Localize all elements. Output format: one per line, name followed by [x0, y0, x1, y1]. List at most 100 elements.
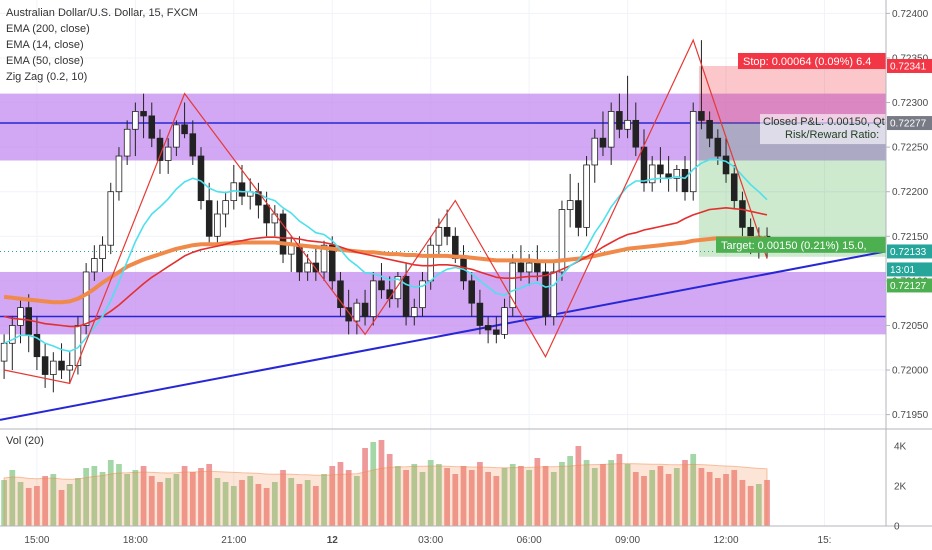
volume-bar	[288, 478, 295, 526]
candle-body	[320, 244, 328, 273]
candle-body	[648, 164, 656, 184]
volume-bar	[542, 466, 549, 526]
candle-body	[17, 307, 24, 326]
candle-body	[501, 307, 508, 335]
volume-bar	[714, 478, 721, 526]
price-tick-label: 0.72150	[892, 232, 929, 243]
volume-bar	[657, 466, 664, 526]
price-zone	[0, 93, 886, 161]
volume-bar	[624, 464, 631, 526]
volume-bar	[42, 476, 48, 526]
legend: Australian Dollar/U.S. Dollar, 15, FXCM E…	[6, 7, 198, 447]
candle-body	[517, 262, 525, 273]
volume-bar	[706, 472, 713, 526]
volume-bar	[419, 472, 426, 526]
stop-price-tag-box	[887, 58, 932, 73]
candle-body	[369, 280, 377, 317]
candle-body	[534, 262, 541, 273]
volume-bar	[17, 482, 24, 526]
pnl-box	[760, 114, 886, 145]
price-tick-label: 0.72400	[892, 9, 929, 20]
volume-bar	[91, 466, 98, 526]
time-tick-label: 15:00	[24, 535, 49, 546]
volume-bar	[739, 480, 746, 526]
volume-tick-label: 0	[894, 522, 900, 533]
candle-body	[509, 262, 517, 309]
volume-bar	[641, 476, 647, 526]
indicator-lines	[3, 38, 768, 385]
volume-bar	[378, 440, 385, 526]
candle-body	[722, 155, 730, 175]
volume-bar	[271, 482, 278, 526]
candle-body	[542, 271, 549, 317]
volume-bar	[353, 476, 360, 526]
volume-bar	[239, 480, 245, 526]
candle-body	[345, 307, 352, 322]
volume-bar	[616, 454, 623, 526]
candle-body	[107, 191, 115, 246]
closed-pnl-label: Closed P&L: 0.00150, Qt	[763, 116, 885, 128]
countdown-tag-box	[887, 262, 932, 277]
volume-bar	[280, 470, 286, 526]
current-price-tag-box	[887, 244, 932, 259]
volume-bar	[345, 470, 352, 526]
volume-bar	[649, 470, 656, 526]
countdown-tag: 13:01	[890, 265, 915, 276]
volume-bar	[386, 454, 393, 526]
volume-bar	[550, 472, 557, 526]
volume-bar	[698, 468, 705, 526]
volume-bar	[485, 472, 491, 526]
volume-bar	[501, 468, 508, 526]
price-tick-label: 0.72050	[892, 321, 929, 332]
trendline[interactable]	[0, 250, 887, 421]
candle-body	[484, 325, 492, 331]
volume-bar	[673, 468, 680, 526]
volume-bar	[99, 472, 106, 526]
candle-body	[599, 137, 607, 148]
volume-bar	[755, 484, 762, 526]
candle-body	[222, 200, 229, 215]
price-tick-label: 0.72350	[892, 53, 929, 64]
time-tick-label: 03:00	[418, 535, 443, 546]
volume-bar	[140, 466, 147, 526]
volume-bars	[1, 440, 770, 527]
candle-body	[41, 356, 49, 375]
price-tick-label: 0.72000	[892, 366, 929, 377]
candle-body	[632, 119, 640, 148]
volume-bar	[534, 458, 541, 526]
study-label: EMA (200, close)	[6, 23, 90, 35]
volume-bar	[116, 464, 122, 526]
position-box[interactable]	[698, 65, 886, 257]
candle-body	[493, 329, 500, 335]
study-label: EMA (50, close)	[6, 55, 84, 67]
volume-bar	[493, 476, 500, 526]
candle-body	[164, 146, 172, 161]
volume-bar	[124, 474, 131, 526]
candle-body	[304, 262, 311, 273]
volume-bar	[157, 482, 163, 526]
candle-body	[394, 276, 402, 300]
volume-bar	[427, 460, 434, 526]
candle-body	[681, 169, 689, 193]
volume-bar	[559, 462, 565, 526]
time-tick-label: 21:00	[221, 535, 246, 546]
risk-reward-label: Risk/Reward Ratio:	[785, 129, 879, 141]
candle-body	[50, 360, 57, 375]
volume-bar	[58, 490, 65, 526]
stop-label: Stop: 0.00064 (0.09%) 6.4	[743, 56, 871, 68]
candle-body	[673, 169, 681, 179]
candle-body	[730, 173, 738, 202]
candle-body	[558, 209, 566, 273]
target-zone	[698, 123, 886, 257]
candle-body	[698, 111, 705, 121]
volume-bar	[198, 468, 204, 526]
volume-bar	[304, 480, 311, 526]
candle-body	[476, 302, 484, 326]
volume-bar	[436, 464, 442, 526]
volume-bar	[509, 464, 516, 526]
volume-bar	[608, 460, 615, 526]
volume-bar	[148, 476, 155, 526]
candle-body	[739, 200, 746, 228]
candle-body	[181, 124, 188, 135]
